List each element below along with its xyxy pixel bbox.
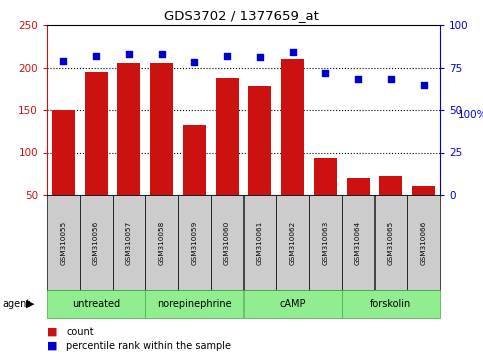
Text: GDS3702 / 1377659_at: GDS3702 / 1377659_at xyxy=(164,9,319,22)
Point xyxy=(256,55,264,60)
Point xyxy=(420,82,427,87)
Bar xyxy=(216,78,239,195)
Point xyxy=(354,76,362,82)
Bar xyxy=(347,178,369,195)
Text: GSM310066: GSM310066 xyxy=(421,221,426,265)
Text: GSM310055: GSM310055 xyxy=(60,221,66,265)
Text: percentile rank within the sample: percentile rank within the sample xyxy=(66,341,231,351)
Point xyxy=(59,58,67,63)
Text: ▶: ▶ xyxy=(26,299,34,309)
Text: untreated: untreated xyxy=(72,299,120,309)
Bar xyxy=(248,86,271,195)
Bar xyxy=(183,125,206,195)
Text: agent: agent xyxy=(2,299,30,309)
Bar xyxy=(380,176,402,195)
Text: GSM310062: GSM310062 xyxy=(290,221,296,265)
Text: GSM310056: GSM310056 xyxy=(93,221,99,265)
Text: ■: ■ xyxy=(47,327,57,337)
Point xyxy=(125,51,133,57)
Text: forskolin: forskolin xyxy=(370,299,412,309)
Bar xyxy=(52,110,75,195)
Point xyxy=(289,49,297,55)
Text: ■: ■ xyxy=(47,341,57,351)
Bar xyxy=(314,159,337,195)
Text: GSM310060: GSM310060 xyxy=(224,221,230,265)
Point xyxy=(190,59,198,65)
Text: count: count xyxy=(66,327,94,337)
Text: GSM310058: GSM310058 xyxy=(158,221,165,265)
Point xyxy=(322,70,329,75)
Bar xyxy=(117,63,141,195)
Text: GSM310059: GSM310059 xyxy=(191,221,198,265)
Text: norepinephrine: norepinephrine xyxy=(157,299,232,309)
Point xyxy=(158,51,166,57)
Y-axis label: 100%: 100% xyxy=(458,110,483,120)
Bar xyxy=(150,63,173,195)
Bar xyxy=(281,59,304,195)
Point xyxy=(387,76,395,82)
Bar xyxy=(412,185,435,195)
Text: GSM310057: GSM310057 xyxy=(126,221,132,265)
Point xyxy=(92,53,100,58)
Text: GSM310064: GSM310064 xyxy=(355,221,361,265)
Text: GSM310063: GSM310063 xyxy=(322,221,328,265)
Text: cAMP: cAMP xyxy=(279,299,306,309)
Bar xyxy=(85,72,108,195)
Text: GSM310061: GSM310061 xyxy=(257,221,263,265)
Point xyxy=(223,53,231,58)
Text: GSM310065: GSM310065 xyxy=(388,221,394,265)
